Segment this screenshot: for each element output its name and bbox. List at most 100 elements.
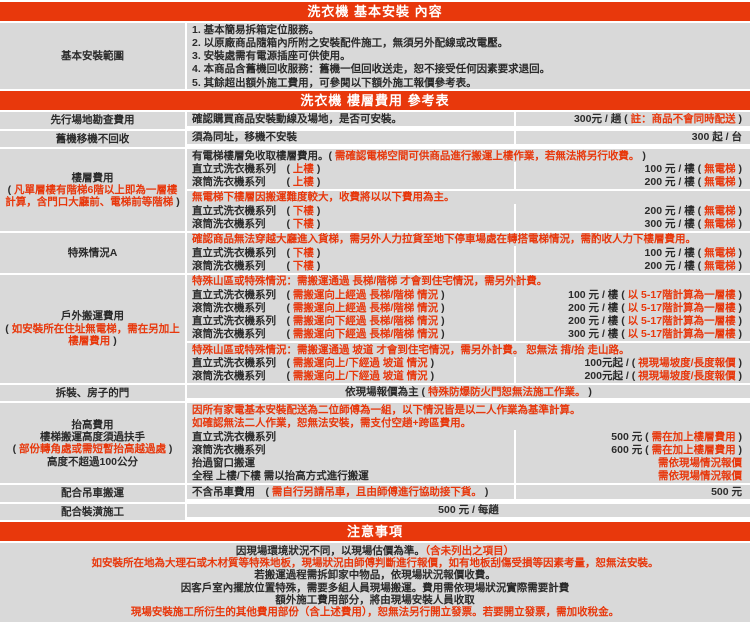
text-segment: 200 元 / 樓 ( <box>568 315 628 328</box>
text-segment: 需確認電梯空間可供商品進行搬運上樓作業，若無法將另行收費。 <box>334 149 640 162</box>
text-segment: ) <box>735 357 742 370</box>
row-content: 1. 基本簡易拆箱定位服務。 2. 以原廠商品隨箱內所附之安裝配件施工，無須另外配… <box>187 23 750 90</box>
service-desc: 滾筒洗衣機系列 ( 需搬運向上/下經過 坡道 情況 ) <box>187 369 514 384</box>
service-price-line: 直立式洗衣機系列 ( 需搬運向上經過 長梯/階梯 情況 ) 100 元 / 樓 (… <box>187 288 750 302</box>
service-desc: 直立式洗衣機系列 <box>187 430 514 444</box>
full-span-line: 依現場報價為主 ( 特殊防爆防火門恕無法施工作業。 ) <box>187 385 750 399</box>
row-label-line: 樓層費用 <box>72 172 114 184</box>
service-price-line: 確認購買商品安裝動線及場地，是否可安裝。 300元 / 趟 ( 註：商品不會同時配… <box>187 112 750 126</box>
price-value: 100 元 / 樓 ( 無電梯 ) <box>516 162 750 176</box>
full-span-line: 有電梯樓層免收取樓層費用。( 需確認電梯空間可供商品進行搬運上樓作業，若無法將另… <box>187 149 750 163</box>
text-segment: 因所有家電基本安裝配送為二位師傅為一組，以下情況皆是以二人作業為基準計算。 <box>192 403 581 416</box>
price-value: 100 元 / 樓 ( 以 5-17階計算為一層樓 ) <box>516 288 750 302</box>
price-value: 100 元 / 樓 ( 無電梯 ) <box>516 246 750 260</box>
notice-line: 若搬運過程需拆卸家中物品，依現場狀況報價收費。 <box>0 569 750 581</box>
price-value: 300 元 / 樓 ( 無電梯 ) <box>516 217 750 231</box>
row-label-line: 配合裝潢施工 <box>61 506 124 518</box>
text-segment: 以 5-17階計算為一層樓 <box>627 328 736 341</box>
service-price-line: 滾筒洗衣機系列 ( 下樓 ) 300 元 / 樓 ( 無電梯 ) <box>187 217 750 231</box>
content-block: 確認購買商品安裝動線及場地，是否可安裝。 300元 / 趟 ( 註：商品不會同時配… <box>187 112 750 126</box>
text-segment: 無電梯 <box>704 259 736 272</box>
text-segment: 直立式洗衣機系列 ( <box>192 204 293 217</box>
text-segment: 需在加上樓層費用 <box>651 430 736 443</box>
content-block: 依現場報價為主 ( 特殊防爆防火門恕無法施工作業。 ) <box>187 385 750 399</box>
row-label: 基本安裝範圍 <box>0 23 185 90</box>
content-block: 有電梯樓層免收取樓層費用。( 需確認電梯空間可供商品進行搬運上樓作業，若無法將另… <box>187 149 750 189</box>
text-segment: ( <box>12 443 19 456</box>
service-price-line: 不含吊車費用 ( 需自行另請吊車，且由師傅進行協助接下貨。 ) 500 元 <box>187 485 750 499</box>
text-segment: 500 元 / 每趟 <box>438 504 499 516</box>
text-segment: 下樓 <box>292 246 314 259</box>
text-segment: ) <box>735 370 742 383</box>
service-price-line: 滾筒洗衣機系列 ( 下樓 ) 200 元 / 樓 ( 無電梯 ) <box>187 259 750 273</box>
price-value: 300 起 / 台 <box>516 130 750 145</box>
content-block: 因所有家電基本安裝配送為二位師傅為一組，以下情況皆是以二人作業為基準計算。 如確認… <box>187 403 750 484</box>
service-price-line: 全程 上樓/下樓 需以抬高方式進行搬運 需依現場情況報價 <box>187 469 750 484</box>
text-segment: 需搬運向上/下經過 坡道 情況 <box>292 357 428 370</box>
text-segment: ) <box>173 196 180 209</box>
text-segment: ) <box>481 485 489 498</box>
text-segment: 特殊山區或特殊情況：需搬運通過 坡道 才會到住宅情況，需另外計費。 恕無法 揹/… <box>192 343 630 356</box>
service-price-line: 直立式洗衣機系列 ( 需搬運向下經過 長梯/階梯 情況 ) 200 元 / 樓 (… <box>187 314 750 328</box>
text-segment: ) <box>585 385 592 398</box>
text-segment: 註：商品不會同時配送 <box>630 112 736 125</box>
row-content: 依現場報價為主 ( 特殊防爆防火門恕無法施工作業。 ) <box>187 385 750 401</box>
service-desc: 直立式洗衣機系列 ( 需搬運向下經過 長梯/階梯 情況 ) <box>187 314 514 328</box>
text-segment: 上樓 <box>292 162 314 175</box>
row-content: 確認商品無法穿越大廳進入貨梯，需另外人力拉貨至地下停車場處在轉搭電梯情況，需酌收… <box>187 232 750 273</box>
text-segment: 直立式洗衣機系列 ( <box>192 315 293 328</box>
text-segment: 因客戶室內擺放位置特殊，需要多組人員現場搬運。費用需依現場狀況實際需要計費 <box>180 581 570 594</box>
text-segment: 樓層費用 <box>71 171 114 184</box>
text-segment: ) <box>313 204 321 217</box>
service-price-line: 滾筒洗衣機系列 ( 需搬運向上/下經過 坡道 情況 ) 200元起 / ( 視現場… <box>187 369 750 384</box>
text-segment: ) <box>438 288 445 301</box>
text-segment: 樓梯搬運高度須過扶手 <box>40 431 145 444</box>
price-value: 需依現場情況報價 <box>516 456 750 470</box>
text-segment: 無電梯 <box>704 218 736 231</box>
row-label: 樓層費用( 凡單層樓有階梯6階以上即為一層樓計算，含門口大廳前、電梯前等階梯 ) <box>0 149 185 231</box>
service-price-line: 滾筒洗衣機系列 ( 上樓 ) 200 元 / 樓 ( 無電梯 ) <box>187 175 750 189</box>
content-block: 500 元 / 每趟 <box>187 503 750 517</box>
row-label-line: 基本安裝範圍 <box>61 50 124 62</box>
text-segment: 200 元 / 樓 ( <box>644 204 705 217</box>
row-content: 確認購買商品安裝動線及場地，是否可安裝。 300元 / 趟 ( 註：商品不會同時配… <box>187 112 750 128</box>
row-label-line: ( 如安裝所在住址無電梯，需在另加上樓層費用 ) <box>3 323 182 348</box>
price-value: 200 元 / 樓 ( 以 5-17階計算為一層樓 ) <box>516 301 750 315</box>
text-segment: 因現場環境狀況不同，以現場估價為準。 <box>235 544 425 557</box>
text-segment: 全程 上樓/下樓 需以抬高方式進行搬運 <box>192 470 369 483</box>
text-segment: ) <box>735 204 742 217</box>
text-segment: 300 起 / 台 <box>691 131 742 144</box>
text-segment: ) <box>735 218 742 231</box>
full-span-line: 5. 其餘超出額外施工費用，可參閱以下額外施工報價參考表。 <box>187 76 750 90</box>
text-segment: 如確認無法二人作業，恕無法安裝，需支付空趟+跨區費用。 <box>192 417 472 430</box>
full-span-line: 500 元 / 每趟 <box>187 503 750 517</box>
text-segment: 確認購買商品安裝動線及場地，是否可安裝。 <box>192 112 402 125</box>
text-segment: ) <box>313 218 321 231</box>
full-span-line: 特殊山區或特殊情況：需搬運通過 坡道 才會到住宅情況，需另外計費。 恕無法 揹/… <box>187 343 750 357</box>
row-content: 因所有家電基本安裝配送為二位師傅為一組，以下情況皆是以二人作業為基準計算。 如確認… <box>187 403 750 484</box>
row-content: 須為同址，移機不安裝 300 起 / 台 <box>187 130 750 147</box>
text-segment: 如安裝所在住址無電梯，需在另加上樓層費用 <box>11 322 180 348</box>
text-segment: 100元起 / ( <box>584 357 639 370</box>
basic-install-table: 基本安裝範圍 1. 基本簡易拆箱定位服務。 2. 以原廠商品隨箱內所附之安裝配件施工… <box>0 23 750 90</box>
content-block: 特殊山區或特殊情況：需搬運通過 坡道 才會到住宅情況，需另外計費。 恕無法 揹/… <box>187 343 750 384</box>
service-price-line: 須為同址，移機不安裝 300 起 / 台 <box>187 130 750 145</box>
text-segment: 100 元 / 樓 ( <box>568 288 628 301</box>
text-segment: 直立式洗衣機系列 ( <box>192 357 293 370</box>
table-row: 戶外搬運費用( 如安裝所在住址無電梯，需在另加上樓層費用 ) 特殊山區或特殊情況：… <box>0 274 750 384</box>
text-segment: 500 元 ( <box>611 430 652 443</box>
text-segment: ( <box>7 183 15 196</box>
text-segment: ) <box>313 259 321 272</box>
row-label-line: 特殊情況A <box>68 247 118 259</box>
text-segment: 需搬運向上經過 長梯/階梯 情況 <box>292 288 439 301</box>
text-segment: 基本安裝範圍 <box>61 50 124 63</box>
text-segment: 300 元 / 樓 ( <box>568 328 628 341</box>
content-block: 須為同址，移機不安裝 300 起 / 台 <box>187 130 750 145</box>
service-desc: 直立式洗衣機系列 ( 下樓 ) <box>187 204 514 218</box>
text-segment: ) <box>735 162 742 175</box>
table-row: 抬高費用 樓梯搬運高度須過扶手( 部份轉角處或需短暫抬高越過處 ) 高度不超過100… <box>0 403 750 484</box>
table-row: 先行場地勘查費用 確認購買商品安裝動線及場地，是否可安裝。 300元 / 趟 ( 註… <box>0 112 750 129</box>
service-desc: 須為同址，移機不安裝 <box>187 130 514 145</box>
text-segment: ) <box>313 246 321 259</box>
table-row: 拆裝、房子的門 依現場報價為主 ( 特殊防爆防火門恕無法施工作業。 ) <box>0 385 750 402</box>
